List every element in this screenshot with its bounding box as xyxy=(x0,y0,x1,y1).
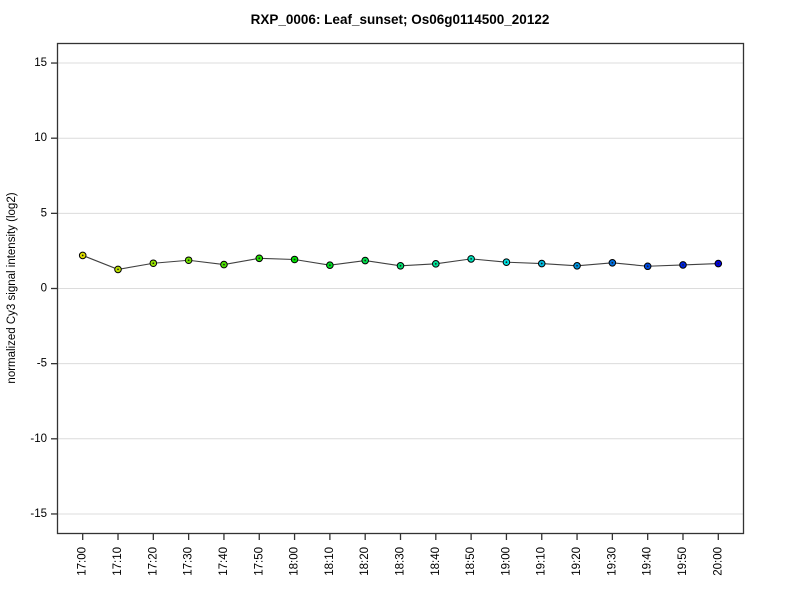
data-point-center-dot xyxy=(717,262,720,265)
data-point-center-dot xyxy=(434,262,437,265)
data-point-center-dot xyxy=(505,261,508,264)
x-tick-label: 18:30 xyxy=(395,547,407,576)
x-tick-label: 20:00 xyxy=(712,547,724,576)
plot-frame xyxy=(56,42,745,535)
y-tick-label: 10 xyxy=(34,132,47,144)
data-point-center-dot xyxy=(540,262,543,265)
y-tick-label: 0 xyxy=(41,283,47,295)
y-axis-label: normalized Cy3 signal intensity (log2) xyxy=(6,192,18,383)
data-point-center-dot xyxy=(364,259,367,262)
x-tick-label: 19:30 xyxy=(606,547,618,576)
data-series xyxy=(78,251,723,274)
x-tick-label: 17:30 xyxy=(183,547,195,576)
y-tick-label: 15 xyxy=(34,57,47,69)
data-point-center-dot xyxy=(81,254,84,257)
x-tick-label: 17:40 xyxy=(218,547,230,576)
x-tick-label: 18:10 xyxy=(324,547,336,576)
gridlines xyxy=(57,62,744,515)
x-tick-label: 19:10 xyxy=(536,547,548,576)
data-point-center-dot xyxy=(682,264,684,266)
data-point-center-dot xyxy=(152,262,155,265)
chart-title: RXP_0006: Leaf_sunset; Os06g0114500_2012… xyxy=(251,12,550,27)
data-point-center-dot xyxy=(399,264,402,267)
data-point-center-dot xyxy=(293,258,296,261)
x-tick-label: 19:00 xyxy=(500,547,512,576)
x-tick-label: 17:00 xyxy=(77,547,89,576)
x-tick-label: 19:40 xyxy=(642,547,654,576)
data-point-center-dot xyxy=(187,259,190,262)
y-tick-label: 5 xyxy=(41,207,47,219)
y-axis-ticks: 15 10 5 0 -5 -10 -15 xyxy=(30,57,58,520)
x-tick-label: 19:20 xyxy=(571,547,583,576)
x-tick-label: 18:40 xyxy=(430,547,442,576)
y-tick-label: -10 xyxy=(30,433,47,445)
x-tick-label: 18:20 xyxy=(359,547,371,576)
x-tick-label: 17:50 xyxy=(253,547,265,576)
x-tick-label: 18:00 xyxy=(289,547,301,576)
x-tick-label: 18:50 xyxy=(465,547,477,576)
data-point-center-dot xyxy=(258,257,261,260)
data-point-center-dot xyxy=(328,264,331,267)
data-point-center-dot xyxy=(223,263,225,266)
y-tick-label: -5 xyxy=(37,358,47,370)
data-point-center-dot xyxy=(470,257,473,260)
data-point-center-dot xyxy=(576,264,578,267)
data-point-center-dot xyxy=(611,261,614,264)
x-tick-label: 19:50 xyxy=(677,547,689,576)
x-tick-label: 17:10 xyxy=(112,547,124,576)
x-axis-ticks: 17:00 17:10 17:20 17:30 17:40 17:50 18:00 18:10… xyxy=(77,533,724,576)
data-point-center-dot xyxy=(646,265,649,268)
y-tick-label: -15 xyxy=(30,508,47,520)
x-tick-label: 17:20 xyxy=(147,547,159,576)
data-point-center-dot xyxy=(117,268,119,271)
